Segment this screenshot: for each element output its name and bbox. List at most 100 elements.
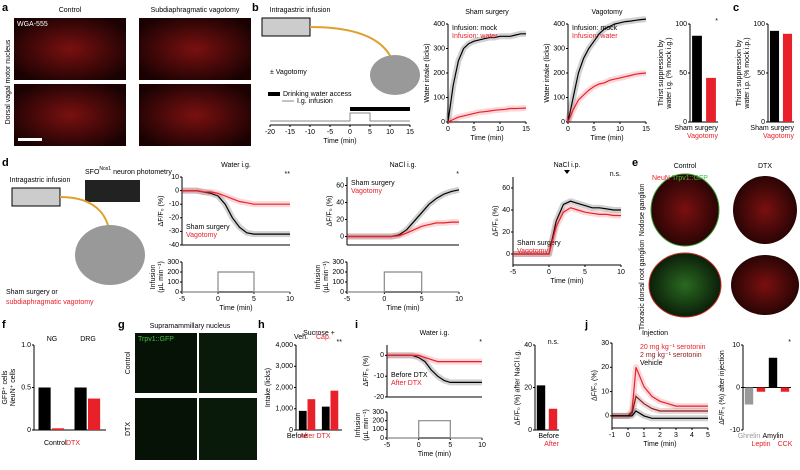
row-label: Dorsal vagal motor nucleus (5, 39, 12, 124)
annotation: * (715, 18, 718, 25)
x-tick-label: 2 (658, 432, 662, 439)
x-tick-label: 15 (642, 126, 650, 133)
bar (768, 357, 778, 388)
y-tick-label: 0 (175, 187, 179, 194)
micrograph (650, 173, 720, 247)
chart-title: Sham surgery (465, 9, 509, 16)
panel-letter: g (118, 319, 125, 331)
y-tick-label: -10 (169, 201, 179, 208)
y-axis-label: ΔF/F₀ (%) after NaCl i.g. (515, 350, 522, 426)
legend-label: Infusion: mock (452, 25, 498, 32)
y-tick-label: 0 (683, 119, 687, 126)
line (347, 271, 459, 293)
legend-label: After DTX (391, 380, 422, 387)
y-axis-label: Thirst suppression by (736, 39, 743, 106)
annotation: n.s. (548, 339, 559, 346)
legend-label: DTX (66, 440, 80, 447)
y-tick-label: 0 (605, 413, 609, 420)
x-tick-label: 0 (348, 129, 352, 136)
legend-label: Vehicle (640, 360, 663, 367)
panel-e: Control DTX NeuN Trpv1::GFP Nodose gangl… (639, 163, 799, 330)
y-tick-label: 1.0 (21, 342, 31, 349)
y-tick-label: 0.5 (21, 384, 31, 391)
y-tick-label: 0 (561, 119, 565, 126)
x-tick-label: 10 (286, 296, 294, 303)
y-tick-label: 400 (433, 21, 445, 28)
photometry-box (85, 180, 140, 202)
x-tick-label: 15 (406, 129, 414, 136)
x-tick-label: 5 (368, 129, 372, 136)
x-axis-label: Time (min) (219, 305, 252, 312)
bar (330, 390, 339, 430)
y-tick-label: 10 (171, 174, 179, 181)
shade (347, 186, 460, 240)
micrograph (14, 18, 126, 80)
label-part: SFO (85, 169, 100, 176)
y-tick-label: 40 (336, 199, 344, 206)
x-tick-label: -5 (510, 269, 516, 276)
legend-label: I.g. infusion (297, 98, 333, 105)
y-tick-label: 4,000 (275, 342, 293, 349)
y-tick-label: -10 (730, 427, 740, 434)
micrograph (733, 176, 797, 244)
x-tick-label: 5 (706, 432, 710, 439)
micrograph (135, 333, 197, 393)
access-bar (350, 107, 410, 111)
y-axis-label: ΔF/F₀ (%) after injection (719, 350, 726, 425)
x-tick-label: 0 (626, 432, 630, 439)
chart-title: NaCl i.g. (390, 162, 417, 169)
legend-label: 2 mg kg⁻¹ serotonin (640, 352, 702, 359)
bar (692, 35, 702, 123)
schematic-label: Sham surgery or (6, 289, 58, 296)
x-tick-label: 5 (472, 126, 476, 133)
schematic-label: ± Vagotomy (270, 69, 307, 76)
y-tick-label: 100 (372, 426, 384, 433)
y-tick-label: -20 (374, 394, 384, 401)
y-axis-label: (µL min⁻¹) (323, 261, 330, 293)
y-axis-label: GFP⁺ cells (2, 370, 9, 405)
category-label: Sham surgery (750, 125, 794, 132)
y-tick-label: 100 (167, 279, 179, 286)
panel-letter: a (2, 2, 9, 14)
micrograph (199, 333, 257, 393)
panel-d-schematic: Intragastric infusion SFONos1 neuron phot… (6, 166, 172, 306)
label-sup: Nos1 (99, 166, 111, 172)
y-tick-label: 20 (502, 229, 510, 236)
bar (321, 406, 330, 430)
bar (782, 33, 793, 122)
line (447, 107, 527, 123)
y-tick-label: 10 (601, 388, 609, 395)
column-label: DTX (758, 163, 772, 170)
line (182, 271, 290, 293)
x-tick-label: 1 (642, 432, 646, 439)
panel-letter: c (733, 2, 739, 14)
y-tick-label: 10 (732, 342, 740, 349)
y-tick-label: 40 (524, 342, 532, 349)
column-label: Control (674, 163, 697, 170)
line (447, 33, 526, 123)
x-tick-label: 3 (674, 432, 678, 439)
row-label: Control (125, 351, 132, 374)
x-tick-label: 0 (382, 296, 386, 303)
x-tick-label: 10 (617, 269, 625, 276)
y-tick-label: 30 (601, 340, 609, 347)
bar (744, 387, 754, 405)
x-tick-label: 10 (478, 442, 486, 449)
category-label: Before (538, 433, 559, 440)
y-tick-label: 100 (433, 94, 445, 101)
category-label: Vagotomy (687, 133, 718, 140)
x-axis-label: Time (min) (590, 135, 623, 142)
shade (446, 105, 527, 125)
legend-label: Infusion: mock (572, 25, 618, 32)
bar (780, 387, 790, 392)
line (387, 420, 482, 439)
category-label: After DTX (300, 433, 331, 440)
micrograph (731, 255, 799, 315)
legend-label: Control (44, 440, 67, 447)
y-tick-label: 0 (761, 119, 765, 126)
y-axis-label: Infusion (355, 413, 362, 438)
panel-header: Injection (642, 330, 668, 337)
bar (38, 387, 51, 430)
arrow-marker (564, 170, 570, 174)
